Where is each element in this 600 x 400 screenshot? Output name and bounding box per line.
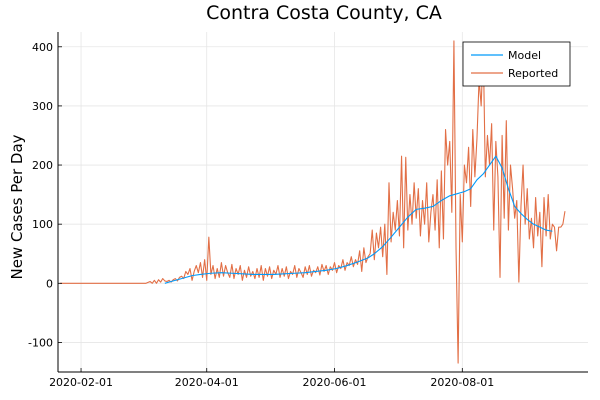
x-tick-label: 2020-08-01 <box>430 376 494 389</box>
series-line-model <box>164 155 553 284</box>
legend: Model Reported <box>462 41 571 87</box>
series-line-reported <box>60 40 566 364</box>
y-tick-label: 0 <box>46 277 53 290</box>
y-tick-label: -100 <box>28 336 53 349</box>
legend-box <box>462 41 571 87</box>
chart-title: Contra Costa County, CA <box>206 2 442 24</box>
y-tick-label: 400 <box>32 41 53 54</box>
y-tick-label: 200 <box>32 159 53 172</box>
series-layer <box>60 40 566 364</box>
y-axis-label: New Cases Per Day <box>8 134 26 279</box>
legend-label-model: Model <box>508 49 541 62</box>
axes <box>57 32 588 373</box>
y-tick-label: 300 <box>32 100 53 113</box>
legend-label-reported: Reported <box>508 67 558 80</box>
x-tick-label: 2020-06-01 <box>303 376 367 389</box>
x-tick-label: 2020-02-01 <box>49 376 113 389</box>
tick-labels: -100 0 100 200 300 400 2020-02-01 2020-04-01 202… <box>28 41 494 389</box>
y-tick-label: 100 <box>32 218 53 231</box>
x-tick-label: 2020-04-01 <box>175 376 239 389</box>
